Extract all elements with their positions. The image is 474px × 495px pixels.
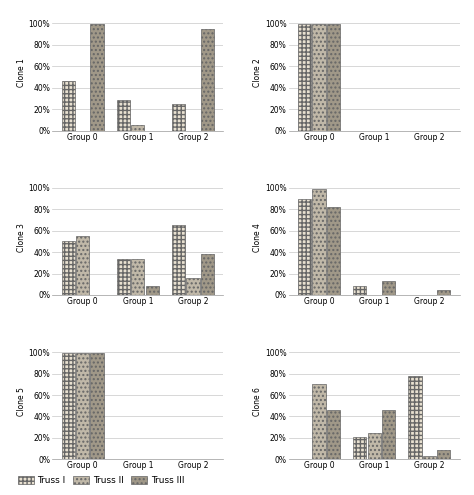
Bar [201,29,214,131]
Bar [327,410,340,459]
Y-axis label: Clone 6: Clone 6 [253,387,262,416]
Bar [367,433,381,459]
Bar [312,189,326,295]
Bar [117,99,130,131]
Bar [172,104,185,131]
Bar [423,456,436,459]
Bar [201,254,214,295]
Bar [353,437,366,459]
Y-axis label: Clone 1: Clone 1 [17,58,26,87]
Bar [409,376,422,459]
Bar [186,278,200,295]
Bar [76,353,89,459]
Y-axis label: Clone 2: Clone 2 [253,58,262,87]
Y-axis label: Clone 4: Clone 4 [253,223,262,251]
Bar [327,207,340,295]
Bar [90,353,103,459]
Bar [172,225,185,295]
Legend: Truss I, Truss II, Truss III: Truss I, Truss II, Truss III [14,473,188,489]
Bar [382,410,395,459]
Bar [312,384,326,459]
Y-axis label: Clone 3: Clone 3 [17,223,26,251]
Bar [312,24,326,131]
Bar [90,24,103,131]
Bar [76,236,89,295]
Bar [437,450,450,459]
Y-axis label: Clone 5: Clone 5 [17,387,26,416]
Bar [131,258,145,295]
Bar [437,290,450,295]
Bar [146,287,159,295]
Bar [62,242,75,295]
Bar [298,198,311,295]
Bar [62,81,75,131]
Bar [131,125,145,131]
Bar [62,353,75,459]
Bar [353,287,366,295]
Bar [117,258,130,295]
Bar [382,281,395,295]
Bar [327,24,340,131]
Bar [298,24,311,131]
